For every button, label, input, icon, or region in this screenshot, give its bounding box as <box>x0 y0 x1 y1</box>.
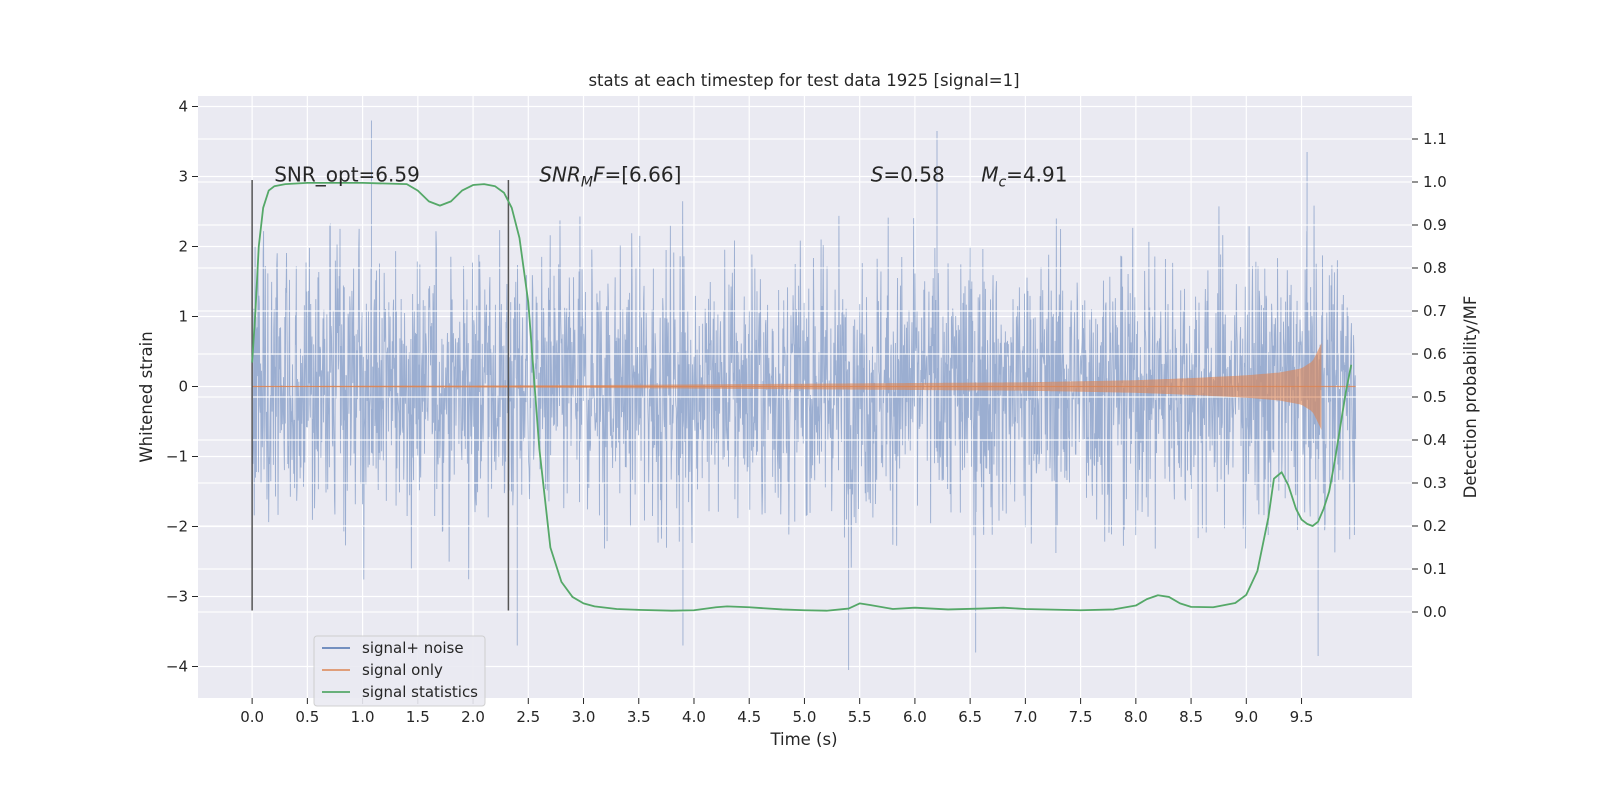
y-tick-label-left: 1 <box>178 308 188 326</box>
chart-title: stats at each timestep for test data 192… <box>588 71 1019 90</box>
y-tick-label-left: 0 <box>178 378 188 396</box>
y-tick-label-right: 0.0 <box>1423 603 1447 621</box>
x-tick-label: 9.5 <box>1290 708 1314 726</box>
x-tick-label: 1.0 <box>351 708 375 726</box>
x-tick-label: 4.5 <box>737 708 761 726</box>
y-tick-label-left: −3 <box>166 588 188 606</box>
x-tick-label: 8.0 <box>1124 708 1148 726</box>
x-tick-label: 2.0 <box>461 708 485 726</box>
y-tick-label-right: 0.2 <box>1423 517 1447 535</box>
annotation-text: Mc=4.91 <box>981 163 1067 191</box>
x-tick-label: 8.5 <box>1179 708 1203 726</box>
y-tick-label-right: 0.3 <box>1423 474 1447 492</box>
series-signal-statistics <box>251 181 1353 612</box>
x-tick-label: 3.0 <box>572 708 596 726</box>
y-ticks-right: 1.1 1.0 0.9 0.8 0.7 0.6 0.5 0.4 0.3 0.2 0.1 0.0 <box>1412 130 1447 621</box>
y-tick-label-right: 0.9 <box>1423 216 1447 234</box>
x-tick-label: 7.5 <box>1069 708 1093 726</box>
y-tick-label-left: 3 <box>178 168 188 186</box>
legend: signal+ noise signal only signal statist… <box>313 635 486 707</box>
series-signal-only <box>252 343 1356 430</box>
legend-label-signal-only: signal only <box>362 661 443 679</box>
x-tick-label: 0.0 <box>240 708 264 726</box>
annotation-text: SNR_opt=6.59 <box>274 163 420 187</box>
annotations: SNR_opt=6.59 SNRMF=[6.66] S=0.58 Mc=4.91 <box>274 163 1067 191</box>
y-axis-label-right: Detection probability/MF <box>1461 296 1480 499</box>
x-tick-label: 0.5 <box>295 708 319 726</box>
x-axis-label: Time (s) <box>769 730 837 749</box>
y-tick-label-left: −2 <box>166 518 188 536</box>
y-tick-label-left: −4 <box>166 658 188 676</box>
annotation-text: SNRMF=[6.66] <box>539 163 681 191</box>
x-tick-label: 5.0 <box>793 708 817 726</box>
y-tick-label-right: 0.1 <box>1423 560 1447 578</box>
x-tick-label: 5.5 <box>848 708 872 726</box>
vertical-markers <box>251 180 510 611</box>
y-tick-label-left: 4 <box>178 98 188 116</box>
x-tick-label: 7.0 <box>1013 708 1037 726</box>
signal-statistics-line <box>251 181 1353 612</box>
y-tick-label-right: 1.1 <box>1423 130 1447 148</box>
x-tick-label: 4.0 <box>682 708 706 726</box>
y-axis-label-left: Whitened strain <box>137 331 156 462</box>
x-tick-label: 3.5 <box>627 708 651 726</box>
y-tick-label-right: 0.4 <box>1423 431 1447 449</box>
y-tick-label-right: 0.5 <box>1423 388 1447 406</box>
right-gridlines <box>198 138 1412 613</box>
y-tick-label-left: 2 <box>178 238 188 256</box>
legend-box <box>313 635 486 707</box>
x-tick-label: 9.0 <box>1234 708 1258 726</box>
y-ticks-left: 4 3 2 1 0 −1 −2 −3 −4 <box>166 98 198 676</box>
y-tick-label-right: 0.6 <box>1423 345 1447 363</box>
x-tick-label: 6.0 <box>903 708 927 726</box>
y-tick-label-right: 1.0 <box>1423 173 1447 191</box>
y-tick-label-right: 0.8 <box>1423 259 1447 277</box>
y-tick-label-left: −1 <box>166 448 188 466</box>
x-tick-label: 6.5 <box>958 708 982 726</box>
legend-label-signal-noise: signal+ noise <box>362 639 464 657</box>
x-ticks: 0.0 0.5 1.0 1.5 2.0 2.5 3.0 3.5 4.0 4.5 5.0 5.5 6.0 6… <box>240 698 1313 726</box>
x-tick-label: 1.5 <box>406 708 430 726</box>
y-tick-label-right: 0.7 <box>1423 302 1447 320</box>
legend-label-signal-statistics: signal statistics <box>362 683 478 701</box>
annotation-text: S=0.58 <box>871 163 945 187</box>
x-tick-label: 2.5 <box>516 708 540 726</box>
